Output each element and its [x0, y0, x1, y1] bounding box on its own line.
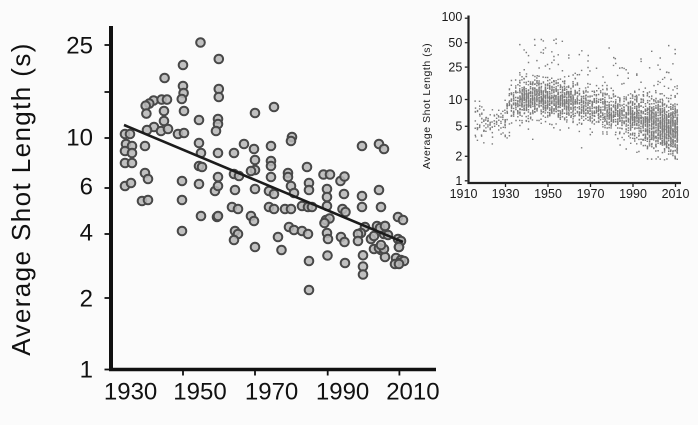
svg-text:1930: 1930	[104, 379, 157, 406]
svg-text:6: 6	[80, 174, 93, 201]
svg-text:Average Shot Length (s): Average Shot Length (s)	[421, 43, 433, 169]
svg-text:2010: 2010	[662, 187, 690, 201]
svg-text:Average Shot Length (s): Average Shot Length (s)	[6, 42, 36, 356]
svg-text:50: 50	[448, 36, 462, 50]
svg-text:25: 25	[66, 33, 93, 60]
svg-text:1970: 1970	[245, 379, 298, 406]
svg-text:1950: 1950	[534, 187, 562, 201]
svg-text:10: 10	[448, 93, 462, 107]
svg-text:1: 1	[80, 357, 93, 384]
svg-text:1970: 1970	[577, 187, 605, 201]
svg-text:25: 25	[448, 61, 462, 75]
svg-text:100: 100	[441, 10, 462, 24]
svg-text:1950: 1950	[173, 379, 226, 406]
svg-text:4: 4	[80, 220, 93, 247]
svg-text:1930: 1930	[492, 187, 520, 201]
svg-text:2: 2	[80, 286, 93, 313]
svg-text:1990: 1990	[316, 379, 369, 406]
svg-text:2: 2	[455, 150, 462, 164]
svg-text:1: 1	[455, 174, 462, 188]
svg-text:1910: 1910	[450, 187, 478, 201]
svg-text:10: 10	[66, 125, 93, 152]
svg-text:5: 5	[455, 120, 462, 134]
svg-text:1990: 1990	[619, 187, 647, 201]
svg-text:2010: 2010	[386, 379, 439, 406]
